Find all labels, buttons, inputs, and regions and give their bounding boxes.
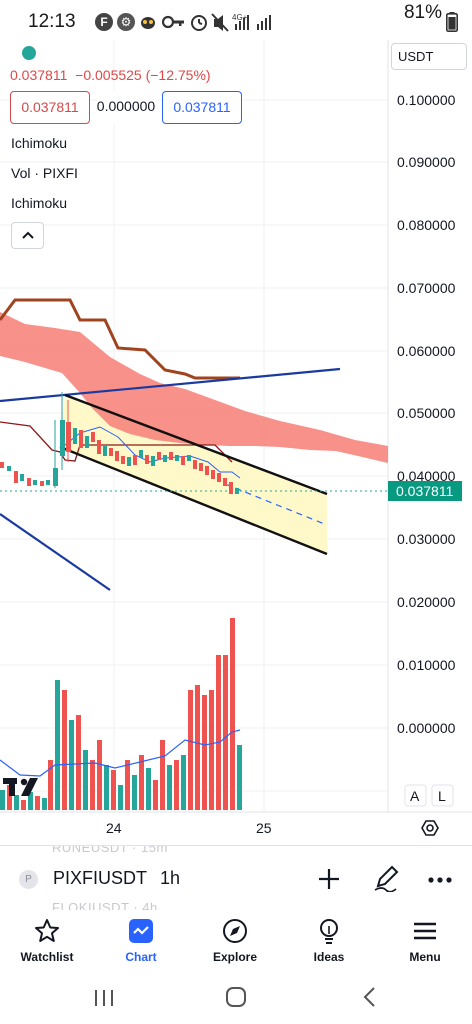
chevron-up-icon xyxy=(22,231,34,239)
star-icon xyxy=(35,919,59,942)
sell-button[interactable]: 0.037811 xyxy=(10,91,90,124)
price-tick: 0.020000 xyxy=(397,594,456,610)
home-icon[interactable] xyxy=(225,986,247,1008)
bottom-navigation: Watchlist Chart Explore Ideas Menu xyxy=(0,910,472,976)
time-tick: 24 xyxy=(106,820,122,836)
price-tick: 0.010000 xyxy=(397,657,456,673)
channel-bottom xyxy=(59,445,328,556)
ichimoku-lagging-span xyxy=(0,298,240,380)
lightbulb-icon xyxy=(320,919,338,944)
nav-label: Menu xyxy=(409,950,441,964)
gear-icon: ⚙ xyxy=(117,13,135,31)
price-tick: 0.100000 xyxy=(397,92,456,108)
symbol-bar: RUNEUSDT · 15m FLOKIUSDT · 4h P PIXFIUSD… xyxy=(0,845,472,910)
price-tick: 0.000000 xyxy=(397,720,456,736)
trendline-lower xyxy=(0,513,111,591)
price-tick: 0.080000 xyxy=(397,217,456,233)
chart-icon xyxy=(129,919,153,943)
nav-label: Explore xyxy=(212,950,257,964)
price-tick: 0.050000 xyxy=(397,405,456,421)
status-time: 12:13 xyxy=(28,11,76,32)
auto-scale-button xyxy=(404,784,427,807)
battery-percent: 81% xyxy=(403,2,442,23)
symbol-logo: P xyxy=(19,870,38,889)
price-tick: 0.060000 xyxy=(397,343,456,359)
log-scale-label: L xyxy=(438,788,446,804)
channel-top xyxy=(64,393,328,496)
price-tick: 0.070000 xyxy=(397,280,456,296)
channel-fill xyxy=(60,395,327,554)
hamburger-icon xyxy=(414,922,436,940)
price-change-row: 0.037811 −0.005525 (−12.75%) xyxy=(10,67,211,83)
nav-ideas[interactable]: Ideas xyxy=(282,910,376,976)
compass-icon xyxy=(223,919,247,943)
log-scale-button xyxy=(431,784,454,807)
price-scale: 0.100000 0.090000 0.080000 0.070000 0.06… xyxy=(397,92,456,736)
auto-scale-label: A xyxy=(410,788,420,804)
indicator-ichimoku[interactable]: Ichimoku xyxy=(11,135,68,151)
current-price-label: 0.037811 xyxy=(396,483,454,499)
alarm-icon xyxy=(191,15,207,31)
spread-value: 0.000000 xyxy=(96,91,156,124)
nav-chart[interactable]: Chart xyxy=(94,910,188,976)
nav-explore[interactable]: Explore xyxy=(188,910,282,976)
nav-menu[interactable]: Menu xyxy=(378,910,472,976)
status-icons: 4G+ xyxy=(162,13,271,32)
indicator-ichimoku-2[interactable]: Ichimoku xyxy=(11,195,68,211)
add-icon[interactable] xyxy=(316,866,342,892)
network-label: 4G+ xyxy=(232,13,248,22)
mute-icon xyxy=(211,13,229,32)
channel-midline xyxy=(224,483,328,526)
currency-label: USDT xyxy=(398,49,434,64)
status-bar: 12:13 F ⚙ 4G+ 81% xyxy=(0,0,472,44)
market-status-dot xyxy=(22,46,36,60)
currency-select[interactable]: USDT xyxy=(391,43,467,70)
ichimoku-base-line xyxy=(0,421,233,463)
symbol-name[interactable]: PIXFIUSDT xyxy=(53,868,148,888)
key-icon xyxy=(162,15,184,29)
bid-price: 0.037811 xyxy=(21,99,79,115)
more-icon[interactable] xyxy=(426,866,454,894)
volume-bars xyxy=(0,618,242,810)
ghost-symbol-above: RUNEUSDT · 15m xyxy=(52,845,168,855)
price-tick: 0.030000 xyxy=(397,531,456,547)
candles xyxy=(0,392,239,494)
battery-icon xyxy=(446,12,458,32)
ask-price: 0.037811 xyxy=(173,99,231,115)
timeframe-button[interactable]: 1h xyxy=(160,868,181,888)
signal-icon xyxy=(235,15,249,30)
nav-watchlist[interactable]: Watchlist xyxy=(0,910,94,976)
chart-settings-icon xyxy=(421,820,439,836)
price-chart[interactable]: 0.100000 0.090000 0.080000 0.070000 0.06… xyxy=(0,40,472,845)
nav-label: Chart xyxy=(125,950,157,964)
bug-icon xyxy=(141,17,155,29)
tradingview-logo-icon xyxy=(3,778,38,796)
drawing-tools-icon[interactable] xyxy=(372,864,400,892)
spread-label: 0.000000 xyxy=(96,98,156,114)
nav-label: Ideas xyxy=(313,950,345,964)
collapse-legend-button[interactable] xyxy=(11,222,44,249)
time-tick: 25 xyxy=(256,820,272,836)
f-icon: F xyxy=(95,13,113,31)
price-tick: 0.090000 xyxy=(397,154,456,170)
price-tick: 0.040000 xyxy=(397,468,456,484)
price-change: −0.005525 (−12.75%) xyxy=(75,67,211,83)
volume-moving-average xyxy=(0,729,241,777)
ichimoku-cloud xyxy=(0,312,388,463)
last-price: 0.037811 xyxy=(10,67,68,83)
back-icon[interactable] xyxy=(360,986,380,1008)
system-navigation xyxy=(0,976,472,1024)
ghost-symbol-below: FLOKIUSDT · 4h xyxy=(52,900,158,910)
trendline-upper xyxy=(0,367,341,403)
buy-button[interactable]: 0.037811 xyxy=(162,91,242,124)
indicator-volume[interactable]: Vol · PIXFI xyxy=(11,165,78,181)
recent-apps-icon[interactable] xyxy=(92,988,116,1008)
current-price-badge xyxy=(388,481,462,501)
nav-label: Watchlist xyxy=(20,950,74,964)
